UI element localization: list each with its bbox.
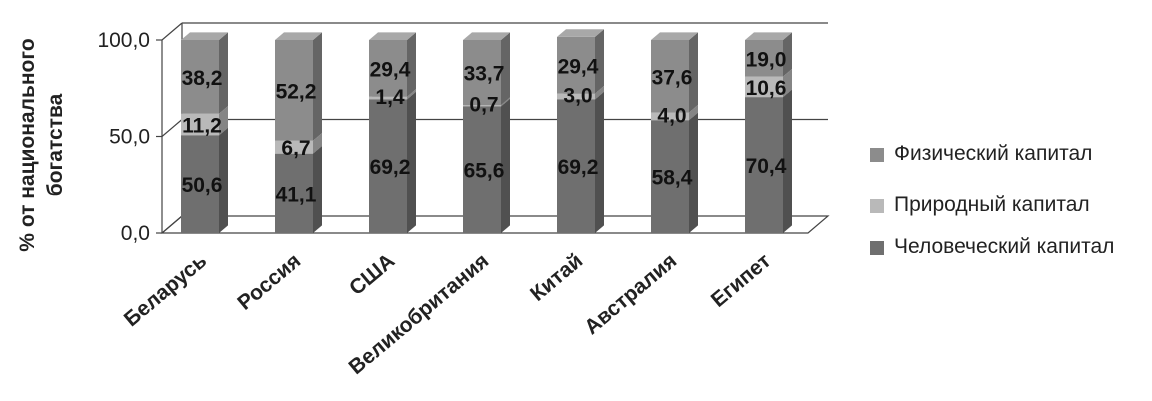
data-label: 70,4 (746, 155, 787, 178)
y-tick-label: 0,0 (121, 222, 150, 245)
bar-Физический-капитал-front (463, 40, 501, 106)
bar-side (595, 29, 604, 94)
bar-top (181, 32, 228, 40)
bar-top (275, 32, 322, 40)
bar-Природный-капитал-front (557, 93, 595, 100)
bar-side (407, 91, 416, 233)
data-label: 10,6 (746, 77, 787, 100)
bar-Человеческий-капитал-front (463, 106, 501, 233)
data-label: 3,0 (563, 85, 592, 108)
bar-Человеческий-капитал-front (275, 153, 313, 233)
bars (181, 29, 792, 234)
bar-Человеческий-капитал-front (745, 97, 783, 234)
bar-side (689, 104, 698, 121)
data-label: 50,6 (182, 174, 223, 197)
data-label: 1,4 (375, 86, 405, 109)
bar-side (595, 91, 604, 233)
data-label: 58,4 (652, 167, 693, 190)
x-category-label: Китай (526, 249, 587, 306)
bar-Физический-капитал-front (181, 40, 219, 114)
data-label: 33,7 (464, 63, 505, 86)
legend-entry: Природный капитал (894, 193, 1090, 216)
bar-Человеческий-капитал-front (557, 99, 595, 233)
bar-side (783, 32, 792, 77)
legend-entry: Человеческий капитал (894, 235, 1114, 258)
bar-top (463, 32, 510, 40)
bar-side (407, 32, 416, 97)
bar-side (689, 112, 698, 233)
bar-Физический-капитал-front (745, 40, 783, 77)
data-label: 37,6 (652, 66, 693, 89)
bar-Человеческий-капитал-front (651, 120, 689, 233)
bar-Физический-капитал-front (557, 36, 595, 94)
bar-side (313, 146, 322, 233)
data-label: 0,7 (469, 94, 498, 117)
bar-side (219, 106, 228, 136)
data-label: 4,0 (657, 104, 686, 127)
bar-side (689, 32, 698, 113)
data-label: 11,2 (182, 115, 222, 138)
gridline-diagonal (161, 119, 183, 137)
data-label: 6,7 (281, 137, 310, 160)
y-axis-title-line-1: % от национального (16, 38, 39, 251)
data-label: 29,4 (558, 55, 599, 78)
x-category-label: Россия (233, 249, 305, 315)
legend-entry: Физический капитал (894, 142, 1092, 165)
bar-side (313, 133, 322, 154)
bar-Человеческий-капитал-front (369, 99, 407, 233)
bar-side (501, 97, 510, 107)
bar-Человеческий-капитал-front (181, 135, 219, 233)
bar-side (219, 32, 228, 114)
bar-top (651, 32, 698, 40)
bar-side (219, 127, 228, 233)
bar-side (313, 32, 322, 141)
bar-Физический-капитал-front (369, 40, 407, 97)
x-category-label: Египет (707, 249, 775, 312)
bar-Природный-капитал-front (463, 105, 501, 107)
x-category-label: Беларусь (120, 249, 212, 331)
data-label: 52,2 (276, 80, 317, 103)
bar-Физический-капитал-front (651, 40, 689, 113)
legend-swatch (870, 199, 884, 213)
bar-side (407, 89, 416, 100)
bar-Природный-капитал-front (745, 76, 783, 98)
data-label: 65,6 (464, 160, 505, 183)
legend-swatch (870, 148, 884, 162)
bar-side (501, 32, 510, 106)
x-category-label: США (345, 249, 399, 300)
bar-side (501, 98, 510, 233)
gridline-diagonal (161, 215, 183, 234)
data-label: 69,2 (370, 156, 411, 179)
x-category-label: Австралия (580, 249, 681, 339)
bar-side (595, 86, 604, 100)
data-label: 29,4 (370, 58, 411, 81)
data-labels: 50,6 11,2 38,2 41,1 6,7 52,2 69,2 1,4 29,4 65,6 0,… (182, 48, 787, 206)
data-label: 19,0 (746, 48, 787, 71)
bar-Природный-капитал-front (369, 96, 407, 100)
bar-side (783, 89, 792, 233)
gridline-diagonal (161, 22, 183, 41)
bar-top (369, 32, 416, 40)
data-label: 69,2 (558, 156, 599, 179)
bar-top (745, 32, 792, 40)
y-tick-label: 100,0 (97, 29, 150, 52)
bar-side (783, 69, 792, 98)
legend-swatch (870, 241, 884, 255)
y-axis-ticks: 0,0 50,0 100,0 (97, 29, 150, 245)
data-label: 38,2 (182, 67, 223, 90)
y-axis-title-line-2: богатства (44, 93, 67, 196)
bar-Природный-капитал-front (651, 112, 689, 121)
bar-Физический-капитал-front (275, 40, 313, 141)
bar-top (557, 29, 604, 37)
data-label: 41,1 (276, 183, 317, 206)
bar-Природный-капитал-front (181, 113, 219, 136)
bar-Природный-капитал-front (275, 140, 313, 154)
legend: Физический капитал Природный капитал Челов… (870, 142, 1114, 258)
y-axis-title: % от национального богатства (16, 38, 67, 251)
y-tick-label: 50,0 (109, 126, 150, 149)
